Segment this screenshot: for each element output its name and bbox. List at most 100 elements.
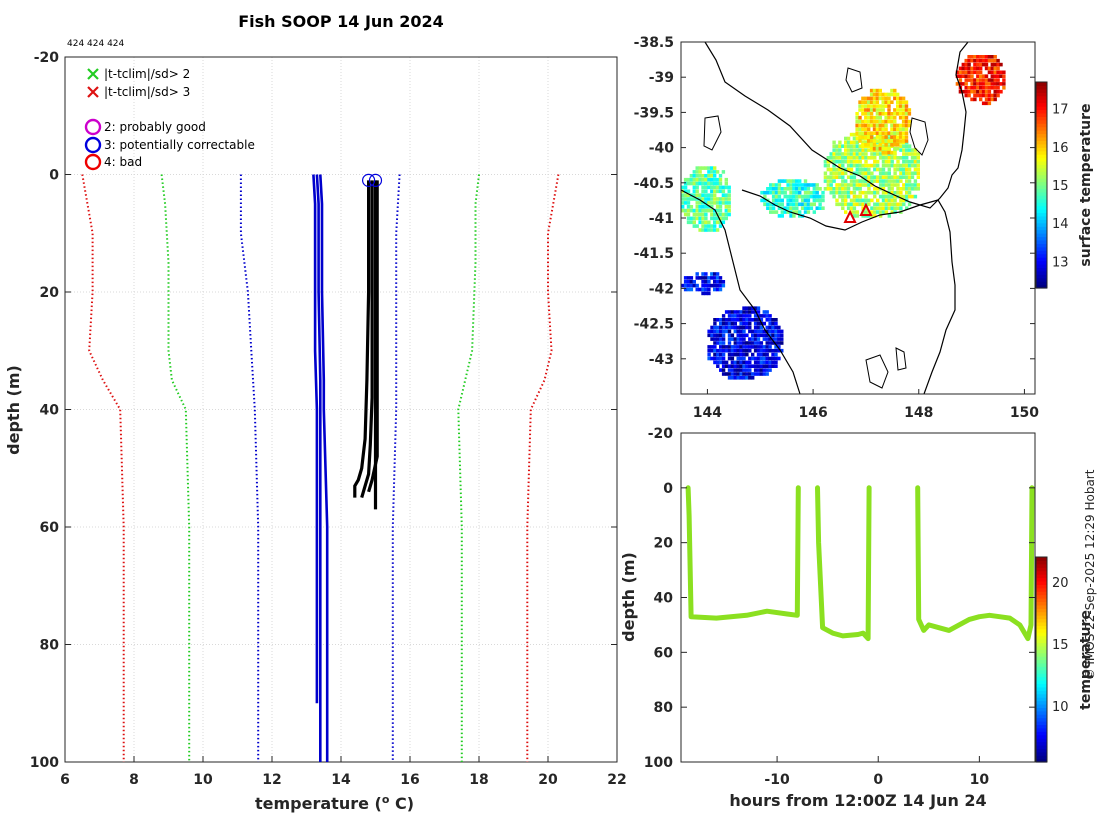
map-sst-pixel: [967, 70, 971, 75]
map-sst-pixel: [870, 179, 874, 183]
map-sst-pixel: [798, 187, 802, 191]
map-sst-pixel: [996, 66, 1000, 71]
map-sst-pixel: [993, 66, 997, 71]
map-sst-pixel: [878, 88, 882, 93]
map-sst-pixel: [718, 280, 723, 284]
map-sst-pixel: [721, 185, 726, 190]
map-sst-pixel: [733, 321, 737, 326]
depth-time-colorbar-segment: [1036, 751, 1047, 756]
map-sst-pixel: [721, 337, 726, 341]
map-sst-pixel: [768, 364, 772, 368]
map-colorbar-segment: [1036, 226, 1047, 231]
map-sst-pixel: [730, 364, 735, 368]
map-sst-pixel: [864, 112, 868, 116]
map-sst-pixel: [753, 360, 758, 365]
map-sst-pixel: [967, 66, 971, 71]
depth-time-colorbar-segment: [1036, 563, 1047, 568]
map-sst-pixel: [768, 321, 772, 326]
map-sst-pixel: [774, 360, 778, 365]
map-sst-pixel: [849, 190, 854, 195]
map-sst-pixel: [701, 287, 705, 292]
map-sst-pixel: [721, 352, 726, 357]
map-sst-pixel: [996, 89, 1000, 94]
map-sst-pixel: [818, 198, 822, 203]
map-sst-pixel: [849, 202, 854, 207]
depth-time-colorbar-segment: [1036, 683, 1047, 688]
map-sst-pixel: [692, 193, 696, 197]
legend-entry-label: |t-tclim|/sd> 2: [104, 67, 190, 81]
map-colorbar-frame: [1035, 81, 1048, 289]
map-sst-pixel: [707, 224, 711, 228]
map-sst-pixel: [692, 181, 696, 186]
map-sst-pixel: [844, 202, 848, 207]
map-sst-pixel: [890, 163, 894, 168]
map-colorbar-segment: [1036, 99, 1047, 104]
map-sst-pixel: [812, 183, 816, 187]
profile-series-clim+3sd: [526, 174, 560, 762]
map-sst-pixel: [878, 139, 882, 143]
map-sst-pixel: [907, 179, 912, 183]
depth-time-colorbar-segment: [1036, 584, 1047, 589]
map-sst-pixel: [812, 190, 816, 195]
map-sst-pixel: [890, 190, 894, 195]
map-sst-pixel: [736, 360, 740, 365]
map-sst-pixel: [798, 183, 802, 187]
map-sst-pixel: [864, 131, 868, 135]
map-sst-pixel: [987, 55, 992, 59]
map-sst-pixel: [739, 376, 743, 380]
map-sst-pixel: [861, 108, 865, 112]
map-sst-pixel: [849, 159, 854, 164]
map-sst-pixel: [902, 156, 906, 160]
map-sst-pixel: [789, 214, 793, 218]
map-sst-pixel: [987, 97, 992, 102]
map-sst-pixel: [979, 89, 983, 94]
map-sst-pixel: [876, 202, 880, 207]
map-sst-pixel: [774, 345, 778, 349]
map-sst-pixel: [698, 228, 702, 232]
depth-time-colorbar-segment: [1036, 645, 1047, 650]
map-sst-pixel: [715, 280, 720, 284]
map-sst-pixel: [710, 212, 714, 217]
map-sst-pixel: [872, 146, 877, 151]
map-sst-pixel: [774, 341, 778, 345]
map-sst-pixel: [869, 88, 874, 93]
map-sst-pixel: [893, 96, 897, 101]
map-sst-pixel: [887, 146, 891, 151]
map-sst-pixel: [792, 187, 796, 191]
depth-time-colorbar-segment: [1036, 676, 1047, 681]
map-sst-pixel: [955, 74, 960, 78]
map-sst-pixel: [701, 166, 705, 170]
map-sst-pixel: [873, 194, 877, 199]
map-sst-pixel: [695, 276, 699, 280]
map-sst-pixel: [852, 163, 857, 168]
map-sst-pixel: [765, 360, 769, 365]
map-sst-pixel: [707, 181, 711, 186]
map-sst-pixel: [844, 156, 848, 160]
map-sst-pixel: [844, 140, 848, 145]
map-sst-pixel: [721, 170, 726, 174]
map-sst-pixel: [844, 190, 848, 195]
map-sst-pixel: [771, 210, 776, 214]
map-ytick-label: -40.5: [634, 176, 674, 192]
map-sst-pixel: [846, 167, 851, 172]
map-colorbar-segment: [1036, 267, 1047, 272]
map-sst-pixel: [984, 97, 989, 102]
map-sst-pixel: [695, 212, 699, 217]
map-sst-pixel: [795, 206, 799, 210]
map-sst-pixel: [727, 368, 732, 372]
map-sst-pixel: [905, 163, 909, 168]
map-sst-pixel: [976, 93, 980, 98]
map-sst-pixel: [835, 183, 839, 187]
map-sst-pixel: [841, 152, 845, 156]
map-sst-pixel: [718, 197, 723, 201]
map-sst-pixel: [716, 318, 720, 322]
map-sst-pixel: [867, 167, 871, 172]
map-sst-pixel: [875, 135, 880, 139]
map-sst-pixel: [961, 70, 965, 75]
map-sst-pixel: [707, 166, 711, 170]
map-sst-pixel: [742, 337, 746, 341]
map-xtick-label: 150: [1010, 405, 1039, 421]
map-sst-pixel: [765, 348, 769, 353]
map-sst-pixel: [707, 185, 711, 190]
map-sst-pixel: [855, 187, 859, 191]
